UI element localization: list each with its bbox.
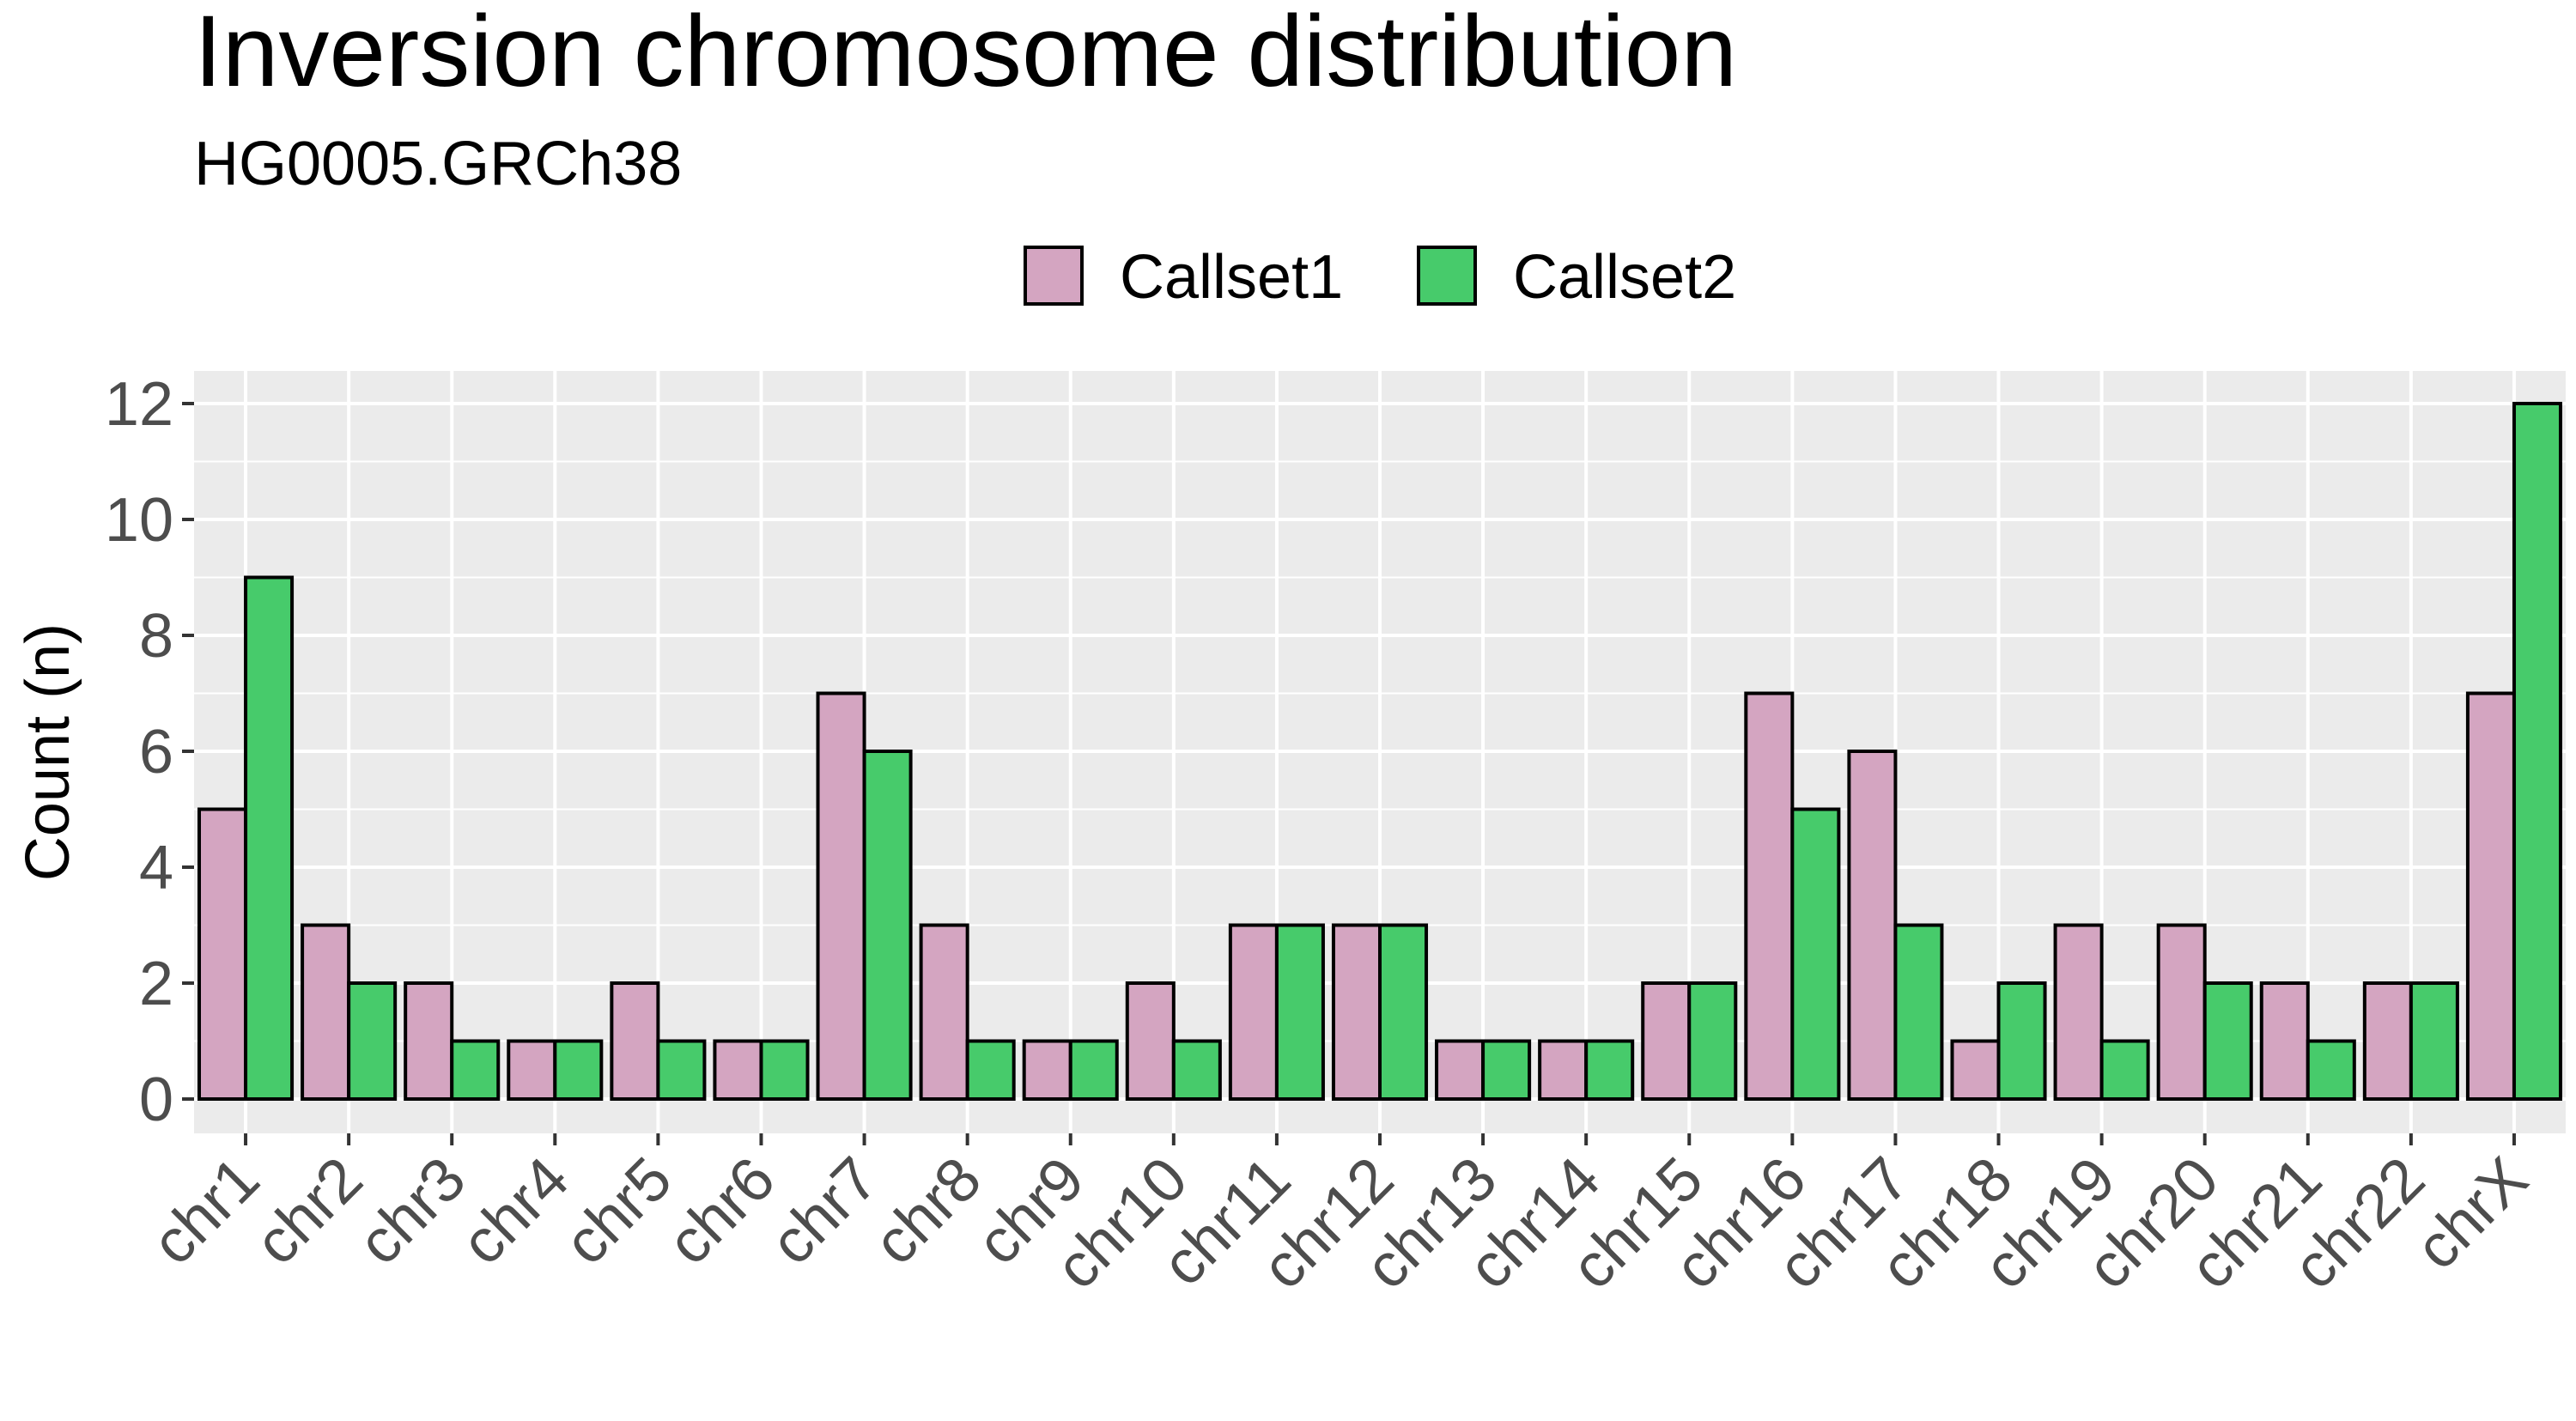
bar-callset2-chr15 [1687,981,1738,1101]
bar-callset2-chr3 [450,1039,501,1101]
bar-callset1-chr5 [610,981,660,1101]
bar-callset1-chr22 [2362,981,2413,1101]
bar-callset1-chr1 [197,807,248,1101]
y-tick-label: 12 [105,370,173,439]
x-tick-label: chr5 [551,1145,685,1278]
x-tick-label: chr8 [860,1145,994,1278]
bar-callset2-chr14 [1584,1039,1635,1101]
bar-callset1-chr17 [1847,750,1898,1101]
bar-callset1-chr8 [919,923,969,1101]
bar-callset1-chr2 [301,923,351,1101]
bar-callset1-chr11 [1228,923,1279,1101]
y-tick-label: 2 [139,950,173,1018]
bar-callset2-chr4 [553,1039,604,1101]
bars-layer [197,402,2562,1101]
bar-callset1-chr13 [1435,1039,1485,1101]
bar-callset1-chr19 [2053,923,2104,1101]
bar-callset2-chr19 [2099,1039,2150,1101]
bar-callset2-chr7 [862,750,913,1101]
legend-label-callset2: Callset2 [1513,243,1736,312]
bar-callset1-chrX [2465,691,2516,1101]
bar-callset2-chr18 [1996,981,2047,1101]
bar-callset1-chr3 [404,981,454,1101]
y-tick-label: 10 [105,486,173,555]
bar-callset2-chr5 [656,1039,707,1101]
y-tick-label: 8 [139,602,173,671]
bar-callset2-chr13 [1481,1039,1532,1101]
bar-callset1-chr20 [2156,923,2207,1101]
bar-callset2-chr12 [1378,923,1429,1101]
bar-callset2-chr20 [2202,981,2253,1101]
bar-callset1-chr6 [713,1039,763,1101]
bar-callset2-chr2 [347,981,398,1101]
y-axis: 0 2 4 6 8 10 12 [105,370,194,1134]
y-tick-label: 0 [139,1066,173,1134]
bar-callset2-chr22 [2409,981,2459,1101]
bar-callset2-chr8 [965,1039,1016,1101]
bar-callset1-chr18 [1950,1039,2001,1101]
bar-callset1-chr7 [816,691,866,1101]
x-tick-label: chr3 [345,1145,479,1278]
x-tick-label: chr4 [448,1145,582,1278]
bar-callset2-chrX [2512,402,2562,1101]
bar-callset1-chr12 [1331,923,1382,1101]
x-tick-label: chr6 [654,1145,788,1278]
bar-callset1-chr16 [1744,691,1795,1101]
x-axis: chr1chr2chr3chr4chr5chr6chr7chr8chr9chr1… [139,1133,2541,1303]
bar-callset2-chr9 [1068,1039,1119,1101]
bar-callset1-chr9 [1022,1039,1072,1101]
bar-callset2-chr21 [2306,1039,2356,1101]
bar-callset2-chr6 [759,1039,810,1101]
bar-callset1-chr15 [1641,981,1692,1101]
bar-callset2-chr10 [1171,1039,1222,1101]
bar-callset2-chr1 [244,575,295,1101]
x-tick-label: chr2 [242,1145,376,1278]
bar-callset1-chr21 [2259,981,2310,1101]
bar-callset1-chr4 [507,1039,557,1101]
y-tick-label: 6 [139,718,173,786]
y-axis-title: Count (n) [14,623,82,881]
chart-subtitle: HG0005.GRCh38 [194,130,682,198]
bar-callset2-chr17 [1893,923,1944,1101]
x-tick-label: chrX [2403,1145,2541,1283]
x-tick-label: chr1 [139,1145,273,1278]
x-tick-label: chr7 [757,1145,891,1278]
legend-key-callset1 [1024,246,1084,306]
legend-label-callset1: Callset1 [1120,243,1343,312]
bar-callset1-chr14 [1538,1039,1589,1101]
bar-callset2-chr11 [1274,923,1325,1101]
legend-key-callset2 [1417,246,1477,306]
chart-title: Inversion chromosome distribution [194,0,1737,108]
y-tick-label: 4 [139,834,173,902]
bar-callset1-chr10 [1125,981,1176,1101]
bar-callset2-chr16 [1790,807,1841,1101]
legend: Callset1 Callset2 [1024,243,1736,312]
